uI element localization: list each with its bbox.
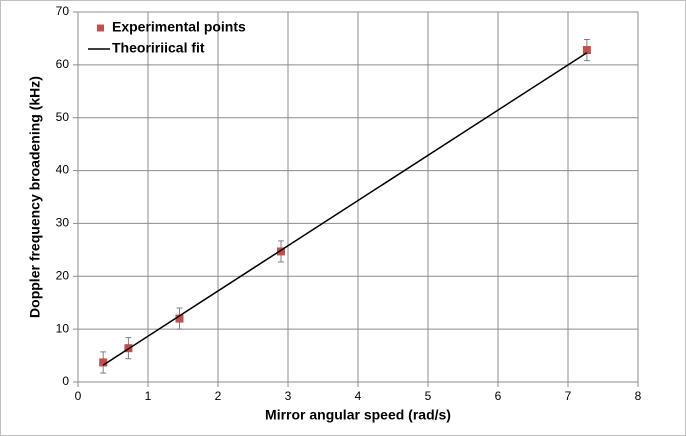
legend-label: Experimental points [112, 19, 246, 35]
x-tick-label: 1 [145, 389, 152, 403]
x-tick-label: 3 [285, 389, 292, 403]
y-tick-label: 0 [62, 374, 69, 388]
legend-marker [97, 24, 104, 32]
y-tick-label: 50 [56, 110, 70, 124]
x-axis-label: Mirror angular speed (rad/s) [265, 407, 451, 423]
fit-line [102, 52, 588, 366]
y-tick-label: 70 [56, 4, 70, 18]
data-point [277, 247, 285, 256]
y-tick-label: 20 [56, 268, 70, 282]
legend-label: Theoririical fit [112, 40, 205, 56]
y-axis-label: Doppler frequency broadening (kHz) [27, 76, 43, 318]
x-tick-label: 6 [495, 389, 502, 403]
x-tick-label: 0 [75, 389, 82, 403]
plot-border [77, 11, 639, 383]
y-tick-label: 60 [56, 57, 70, 71]
y-tick-label: 40 [56, 163, 70, 177]
data-point [99, 358, 108, 367]
data-point [175, 314, 184, 323]
y-tick-label: 30 [56, 216, 70, 230]
data-point [582, 46, 591, 55]
x-tick-label: 2 [215, 389, 222, 403]
x-tick-label: 4 [355, 389, 362, 403]
y-tick-label: 10 [56, 321, 70, 335]
x-tick-label: 7 [565, 389, 572, 403]
x-tick-label: 8 [635, 389, 642, 403]
x-tick-label: 5 [425, 389, 432, 403]
